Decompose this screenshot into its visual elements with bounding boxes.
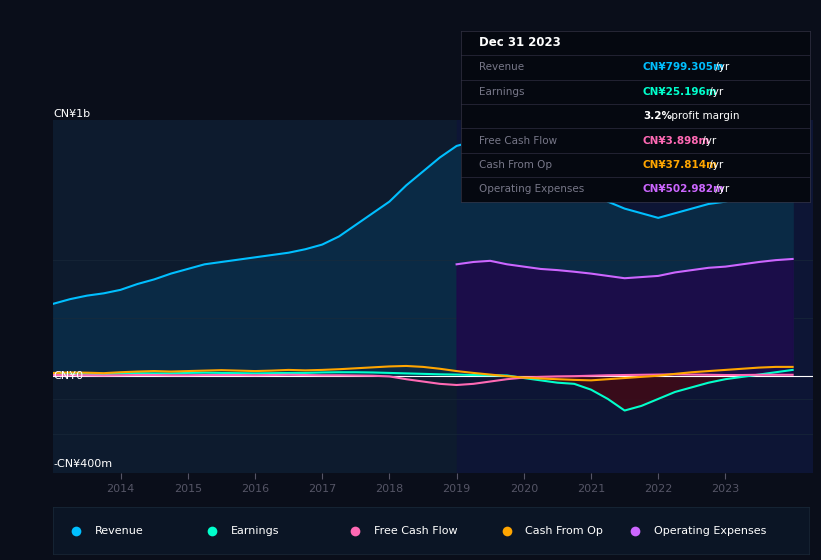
Text: /yr: /yr [706, 87, 723, 97]
Text: Dec 31 2023: Dec 31 2023 [479, 36, 561, 49]
Text: Cash From Op: Cash From Op [479, 160, 552, 170]
Text: /yr: /yr [699, 136, 717, 146]
Text: Free Cash Flow: Free Cash Flow [479, 136, 557, 146]
Text: Cash From Op: Cash From Op [525, 526, 603, 535]
Text: Free Cash Flow: Free Cash Flow [374, 526, 458, 535]
Text: Operating Expenses: Operating Expenses [654, 526, 766, 535]
Text: CN¥37.814m: CN¥37.814m [643, 160, 718, 170]
Text: /yr: /yr [706, 160, 723, 170]
Text: Revenue: Revenue [95, 526, 144, 535]
Text: CN¥3.898m: CN¥3.898m [643, 136, 710, 146]
Text: /yr: /yr [712, 62, 729, 72]
Text: CN¥25.196m: CN¥25.196m [643, 87, 718, 97]
Text: CN¥799.305m: CN¥799.305m [643, 62, 725, 72]
Text: CN¥0: CN¥0 [53, 371, 84, 381]
Text: CN¥1b: CN¥1b [53, 109, 90, 119]
Text: Earnings: Earnings [479, 87, 525, 97]
Text: 3.2%: 3.2% [643, 111, 672, 121]
Text: /yr: /yr [712, 184, 729, 194]
Text: -CN¥400m: -CN¥400m [53, 459, 112, 469]
Text: profit margin: profit margin [668, 111, 740, 121]
Text: Operating Expenses: Operating Expenses [479, 184, 584, 194]
Text: Earnings: Earnings [231, 526, 279, 535]
Text: Revenue: Revenue [479, 62, 524, 72]
Text: CN¥502.982m: CN¥502.982m [643, 184, 725, 194]
Bar [456, 120, 813, 473]
